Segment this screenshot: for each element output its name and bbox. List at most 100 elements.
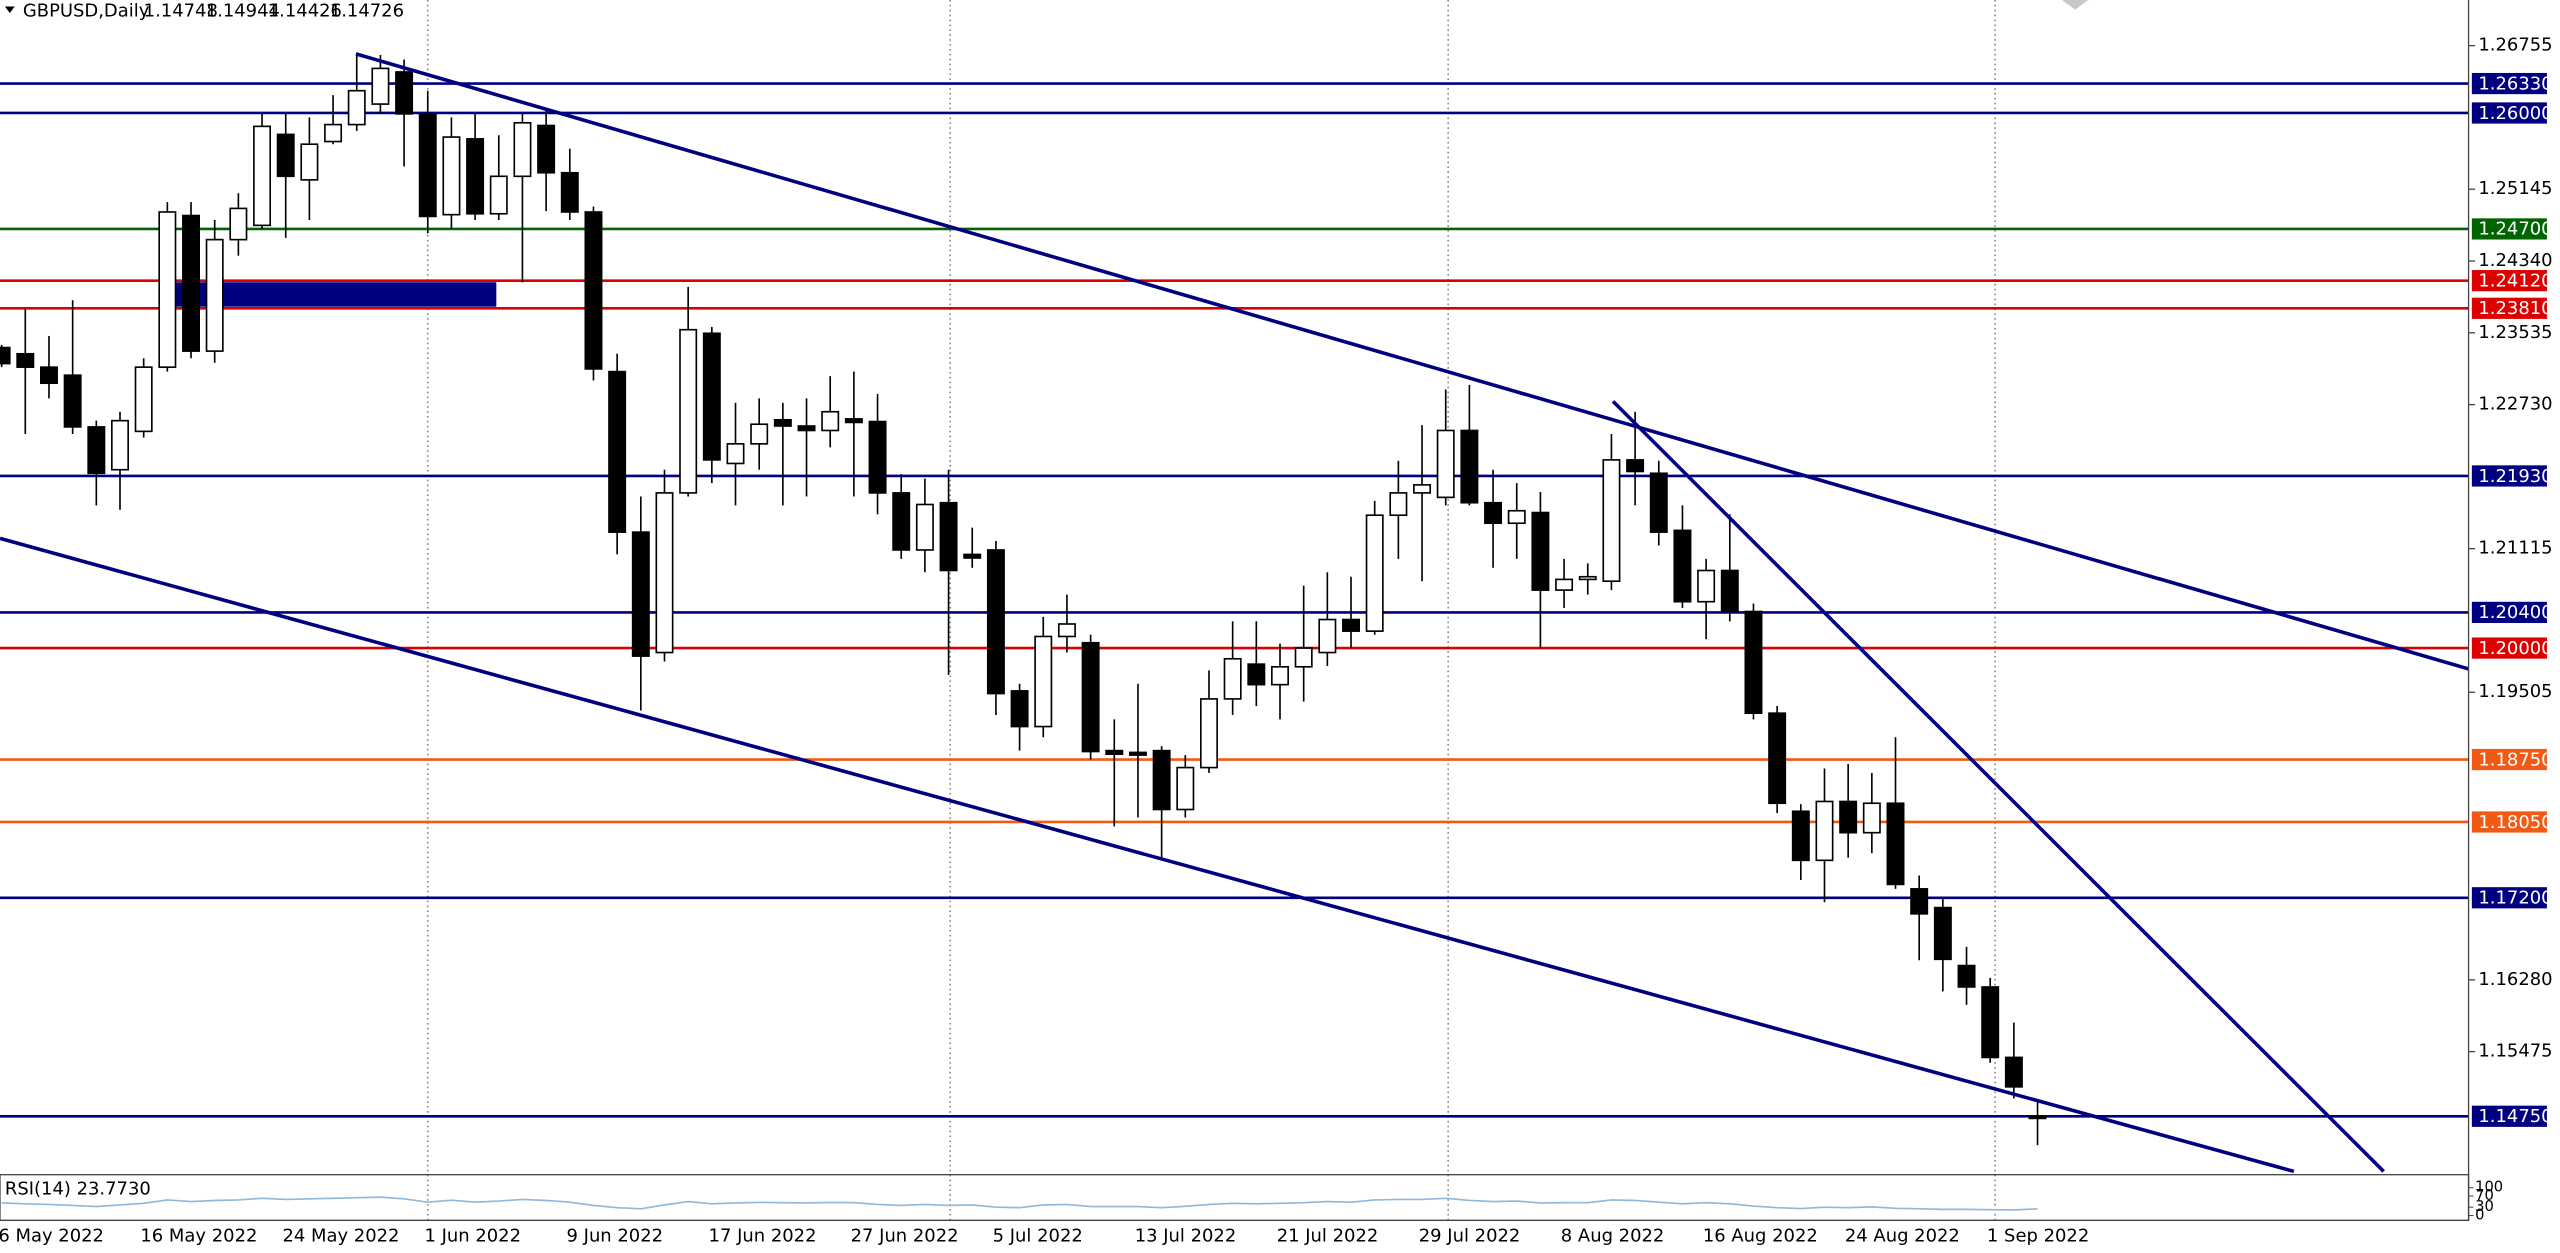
candle-body <box>1626 459 1645 473</box>
candle-body <box>513 121 532 178</box>
level-label-box <box>2471 637 2547 659</box>
x-tick-label: 5 Jul 2022 <box>993 1226 1083 1247</box>
candle-body <box>442 136 461 216</box>
candle-body <box>205 238 224 352</box>
levels <box>0 82 2469 1118</box>
level-label-box <box>2471 465 2547 487</box>
y-tick-label: 1.19505 <box>2478 681 2552 702</box>
candle-body <box>1034 635 1053 728</box>
x-tick-label: 24 Aug 2022 <box>1845 1226 1960 1247</box>
candle-body <box>1152 749 1171 811</box>
candle-body <box>182 214 200 352</box>
y-tick-label: 1.23535 <box>2478 322 2552 343</box>
level-label: 1.18050 <box>2478 812 2552 833</box>
level-label: 1.17200 <box>2478 888 2552 909</box>
candle-body <box>1839 800 1858 834</box>
x-tick-label: 1 Jun 2022 <box>424 1226 521 1247</box>
candle-body <box>40 366 58 385</box>
candle-body <box>1720 569 1739 613</box>
level-label: 1.24120 <box>2478 270 2552 291</box>
x-tick-label: 17 Jun 2022 <box>709 1226 817 1247</box>
candle-body <box>1271 665 1289 686</box>
y-tick-label: 1.15475 <box>2478 1041 2552 1062</box>
trendline <box>1611 400 2385 1173</box>
candle-body <box>679 328 698 494</box>
candle-body <box>1957 964 1976 988</box>
candle-body <box>1768 712 1787 805</box>
level-label: 1.26330 <box>2478 73 2552 94</box>
candle-body <box>1105 749 1124 756</box>
level-label: 1.14750 <box>2478 1106 2552 1127</box>
chart-title: GBPUSD,Daily <box>23 0 150 21</box>
candle-body <box>158 211 177 368</box>
candle-body <box>1176 766 1195 811</box>
candle-body <box>1602 459 1621 583</box>
candle-body <box>963 553 982 559</box>
candle-body <box>63 374 82 428</box>
candle-body <box>1413 484 1432 494</box>
y-tick-label: 1.21115 <box>2478 538 2552 559</box>
indicator-label: RSI(14) 23.7730 <box>5 1178 151 1199</box>
shift-marker <box>2062 0 2089 10</box>
y-tick-label: 1.24340 <box>2478 250 2552 271</box>
candle-body <box>1697 569 1716 603</box>
y-tick-label: 1.16280 <box>2478 969 2552 990</box>
candle-body <box>1649 472 1668 533</box>
candle-body <box>726 443 745 465</box>
candle-body <box>418 113 437 218</box>
y-tick-label: 1.22730 <box>2478 394 2552 415</box>
candle-body <box>134 366 153 433</box>
level-label: 1.26000 <box>2478 103 2552 124</box>
candle-body <box>1460 429 1479 504</box>
level-label-box <box>2471 887 2547 909</box>
candle-body <box>608 370 627 533</box>
candle-body <box>371 67 390 105</box>
candle-body <box>1057 623 1076 638</box>
level-label: 1.24700 <box>2478 219 2552 240</box>
candle-body <box>300 143 319 181</box>
zone-rectangle <box>174 282 497 307</box>
candle-body <box>1128 751 1147 756</box>
candle-body <box>750 423 769 445</box>
candle-body <box>1484 501 1503 525</box>
candle-body <box>1791 810 1810 862</box>
candle-body <box>1886 802 1905 886</box>
header-high: 1.14944 <box>206 0 280 21</box>
level-label: 1.18750 <box>2478 749 2552 770</box>
level-label-box <box>2471 270 2547 292</box>
trendline <box>355 52 2470 671</box>
candle-body <box>1531 511 1550 591</box>
candle-body <box>347 89 366 126</box>
candle-body <box>1815 800 1834 862</box>
candle-body <box>16 352 35 368</box>
candle-body <box>797 425 816 432</box>
candle-body <box>1744 610 1763 714</box>
candle-body <box>1365 514 1384 632</box>
header-close: 1.14726 <box>330 0 404 21</box>
level-label: 1.20400 <box>2478 602 2552 623</box>
indicator-tick-label: 100 <box>2475 1179 2503 1196</box>
candle-body <box>0 346 11 365</box>
indicator-tick-label: 30 <box>2475 1198 2494 1215</box>
level-label-box <box>2471 218 2547 240</box>
x-tick-label: 27 Jun 2022 <box>851 1226 959 1247</box>
candle-body <box>844 418 863 424</box>
candle-body <box>915 503 934 551</box>
candle-body <box>1862 802 1881 834</box>
candle-body <box>1436 429 1455 499</box>
candle-body <box>1081 641 1100 753</box>
level-label-box <box>2471 297 2547 319</box>
layout <box>174 0 1996 1221</box>
header-low: 1.14426 <box>268 0 342 21</box>
indicator-tick-label: 70 <box>2475 1187 2494 1204</box>
x-tick-label: 29 Jul 2022 <box>1419 1226 1521 1247</box>
trendlines <box>0 52 2470 1174</box>
x-tick-label: 9 Jun 2022 <box>567 1226 664 1247</box>
candle-body <box>395 71 414 115</box>
candle-body <box>773 418 792 427</box>
x-tick-label: 13 Jul 2022 <box>1135 1226 1237 1247</box>
candle-body <box>1673 529 1692 603</box>
candle-body <box>1910 888 1929 915</box>
level-label-box <box>2471 102 2547 124</box>
candle-body <box>2028 1115 2047 1120</box>
